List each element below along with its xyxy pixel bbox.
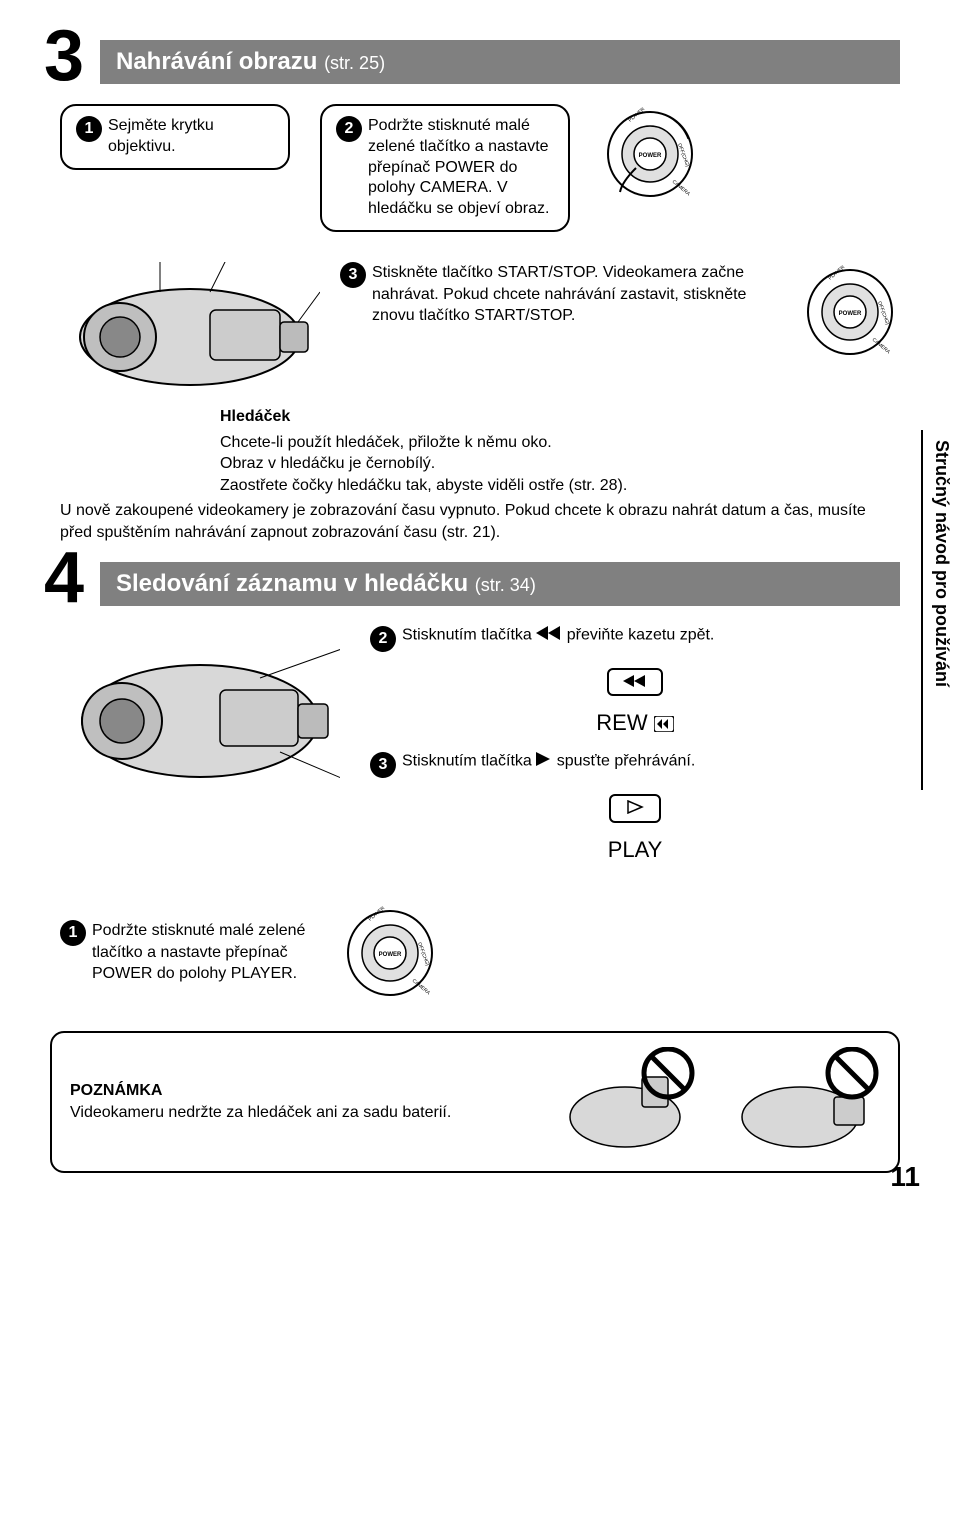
power-dial-illustration-3: POWER PLAYER OFF(CHG) CAMERA — [340, 903, 440, 1003]
hledacek-line1: Chcete-li použít hledáček, přiložte k ně… — [220, 432, 870, 454]
note-text: Videokameru nedržte za hledáček ani za s… — [70, 1104, 451, 1121]
note-title: POZNÁMKA — [70, 1082, 162, 1099]
section4-number: 4 — [44, 542, 84, 614]
step2-pre: Stisknutím tlačítka — [402, 626, 532, 643]
section4-title-bar: Sledování záznamu v hledáčku (str. 34) — [100, 562, 900, 606]
hledacek-line2: Obraz v hledáčku je černobílý. — [220, 453, 870, 475]
play-button-icon — [609, 794, 661, 823]
svg-text:POWER: POWER — [839, 311, 862, 317]
step2-text: Podržte stisknuté malé zelené tlačítko a… — [368, 116, 554, 220]
section3-paragraph: U nově zakoupené videokamery je zobrazov… — [50, 500, 900, 543]
power-dial-illustration-2: POWER PLAYER OFF(CHG) CAMERA — [800, 262, 900, 362]
section3-ref: (str. 25) — [324, 53, 385, 73]
step2-post: převiňte kazetu zpět. — [567, 626, 715, 643]
note-box: POZNÁMKA Videokameru nedržte za hledáček… — [50, 1031, 900, 1173]
step3-text: Stiskněte tlačítko START/STOP. Videokame… — [372, 262, 786, 327]
power-dial-illustration: POWER PLAYER OFF(CHG) CAMERA — [600, 104, 700, 204]
camcorder-illustration-2 — [60, 626, 340, 806]
step3-pre: Stisknutím tlačítka — [402, 752, 532, 769]
prohibit-illustration-1 — [550, 1047, 700, 1157]
section3-title-bar: Nahrávání obrazu (str. 25) — [100, 40, 900, 84]
step1-play-number: 1 — [60, 920, 86, 946]
prohibit-illustration-2 — [730, 1047, 880, 1157]
section4-title: Sledování záznamu v hledáčku — [116, 570, 468, 597]
step2-bubble: 2 Podržte stisknuté malé zelené tlačítko… — [320, 104, 570, 232]
hledacek-heading: Hledáček — [220, 406, 870, 428]
svg-text:POWER: POWER — [379, 952, 402, 958]
step3-post: spusťte přehrávání. — [557, 752, 696, 769]
step2-playback: 2 Stisknutím tlačítka převiňte kazetu zp… — [370, 626, 900, 652]
step1-number: 1 — [76, 116, 102, 142]
camcorder-illustration — [60, 262, 320, 402]
section3-title: Nahrávání obrazu — [116, 48, 317, 75]
section3-number: 3 — [44, 20, 84, 92]
hledacek-line3: Zaostřete čočky hledáčku tak, abyste vid… — [220, 475, 870, 497]
step3-play-number: 3 — [370, 752, 396, 778]
rewind-icon — [536, 626, 562, 645]
rew-label: REW — [370, 710, 900, 736]
step1-text: Sejměte krytku objektivu. — [108, 116, 274, 158]
step1-bubble: 1 Sejměte krytku objektivu. — [60, 104, 290, 170]
step3-playback: 3 Stisknutím tlačítka spusťte přehrávání… — [370, 752, 900, 778]
section4-ref: (str. 34) — [475, 575, 536, 595]
step2-number: 2 — [336, 116, 362, 142]
rew-button-icon — [607, 668, 663, 696]
page-number: 11 — [890, 1161, 920, 1193]
step2-play-number: 2 — [370, 626, 396, 652]
play-icon — [536, 752, 552, 771]
play-label: PLAY — [370, 837, 900, 863]
step3-number: 3 — [340, 262, 366, 288]
side-tab: Stručný návod pro používání — [921, 430, 960, 790]
step1-play-text: Podržte stisknuté malé zelené tlačítko a… — [92, 920, 320, 985]
svg-text:POWER: POWER — [639, 153, 662, 159]
